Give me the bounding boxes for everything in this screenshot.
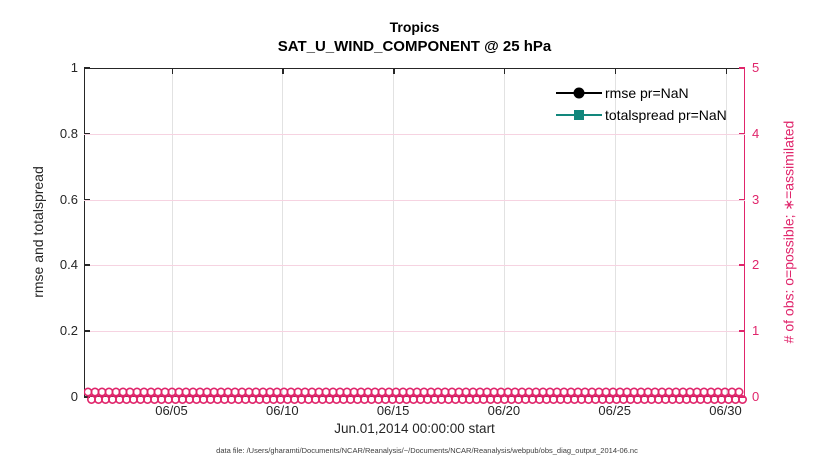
y-tick-left [84, 396, 90, 398]
y-tick-right [739, 330, 745, 332]
rmse-circle-marker-icon [573, 87, 585, 99]
right-y-tick-label: 5 [752, 60, 760, 75]
x-tick-top [614, 68, 617, 74]
rmse-line-swatch [556, 82, 602, 104]
left-y-tick-label: 0.6 [59, 191, 78, 207]
right-y-tick-label: 3 [752, 191, 760, 207]
x-gridline [614, 68, 616, 397]
x-tick-label: 06/10 [266, 403, 299, 418]
x-gridline [282, 68, 284, 397]
right-axis-spine [743, 68, 745, 397]
y-tick-right [739, 198, 745, 201]
data-file-caption: data file: /Users/gharamti/Documents/NCA… [216, 446, 638, 455]
y-gridline [84, 133, 745, 135]
y-tick-left [84, 67, 90, 69]
chart-subtitle: SAT_U_WIND_COMPONENT @ 25 hPa [277, 38, 552, 55]
x-tick-top [725, 68, 727, 74]
x-tick-top [503, 68, 506, 74]
right-y-tick-label: 2 [752, 257, 760, 273]
y-gridline [84, 265, 745, 267]
y-tick-left [84, 198, 90, 201]
x-gridline [503, 68, 505, 397]
y-tick-right [739, 67, 745, 69]
right-y-tick-label: 1 [752, 323, 760, 339]
obs-marker-band [84, 387, 747, 405]
obs-count-marker [734, 387, 744, 397]
y-tick-left [84, 330, 90, 332]
legend-label-totalspread: totalspread pr=NaN [605, 107, 727, 123]
right-y-tick-label: 0 [752, 389, 760, 404]
x-tick-top [393, 68, 395, 74]
legend-item-rmse: rmse pr=NaN [556, 82, 727, 104]
left-y-tick-label: 0.4 [59, 257, 78, 273]
right-y-tick-label: 4 [752, 125, 760, 141]
y-tick-left [84, 132, 90, 135]
y-gridline [84, 199, 745, 201]
x-tick-label: 06/20 [487, 403, 521, 418]
left-y-axis-label: rmse and totalspread [30, 166, 46, 298]
right-y-axis-label: # of obs: o=possible; ∗=assimilated [780, 120, 797, 344]
left-y-tick-label: 1 [70, 60, 78, 75]
x-tick-label: 06/30 [709, 403, 742, 418]
x-tick-label: 06/25 [598, 403, 631, 418]
left-y-tick-label: 0.8 [59, 125, 78, 141]
x-tick-top [282, 68, 284, 74]
y-gridline [84, 331, 745, 333]
x-gridline [725, 68, 727, 397]
x-tick-top [171, 68, 173, 74]
y-tick-right [739, 396, 745, 398]
y-tick-left [84, 264, 90, 266]
legend-item-totalspread: totalspread pr=NaN [556, 104, 727, 126]
chart-title: Tropics [389, 19, 440, 35]
obs-count-marker [737, 395, 747, 405]
y-tick-right [739, 132, 745, 135]
totalspread-square-marker-icon [574, 110, 584, 120]
y-tick-right [739, 264, 745, 266]
legend-label-rmse: rmse pr=NaN [605, 85, 689, 101]
totalspread-line-swatch [556, 104, 602, 126]
legend: rmse pr=NaN totalspread pr=NaN [556, 82, 727, 126]
x-axis-label: Jun.01,2014 00:00:00 start [334, 421, 495, 436]
x-tick-label: 06/15 [376, 403, 410, 418]
x-gridline [171, 68, 173, 397]
left-y-tick-label: 0 [70, 389, 78, 404]
x-gridline [393, 68, 395, 397]
left-y-tick-label: 0.2 [59, 323, 78, 339]
x-tick-label: 06/05 [155, 403, 188, 418]
